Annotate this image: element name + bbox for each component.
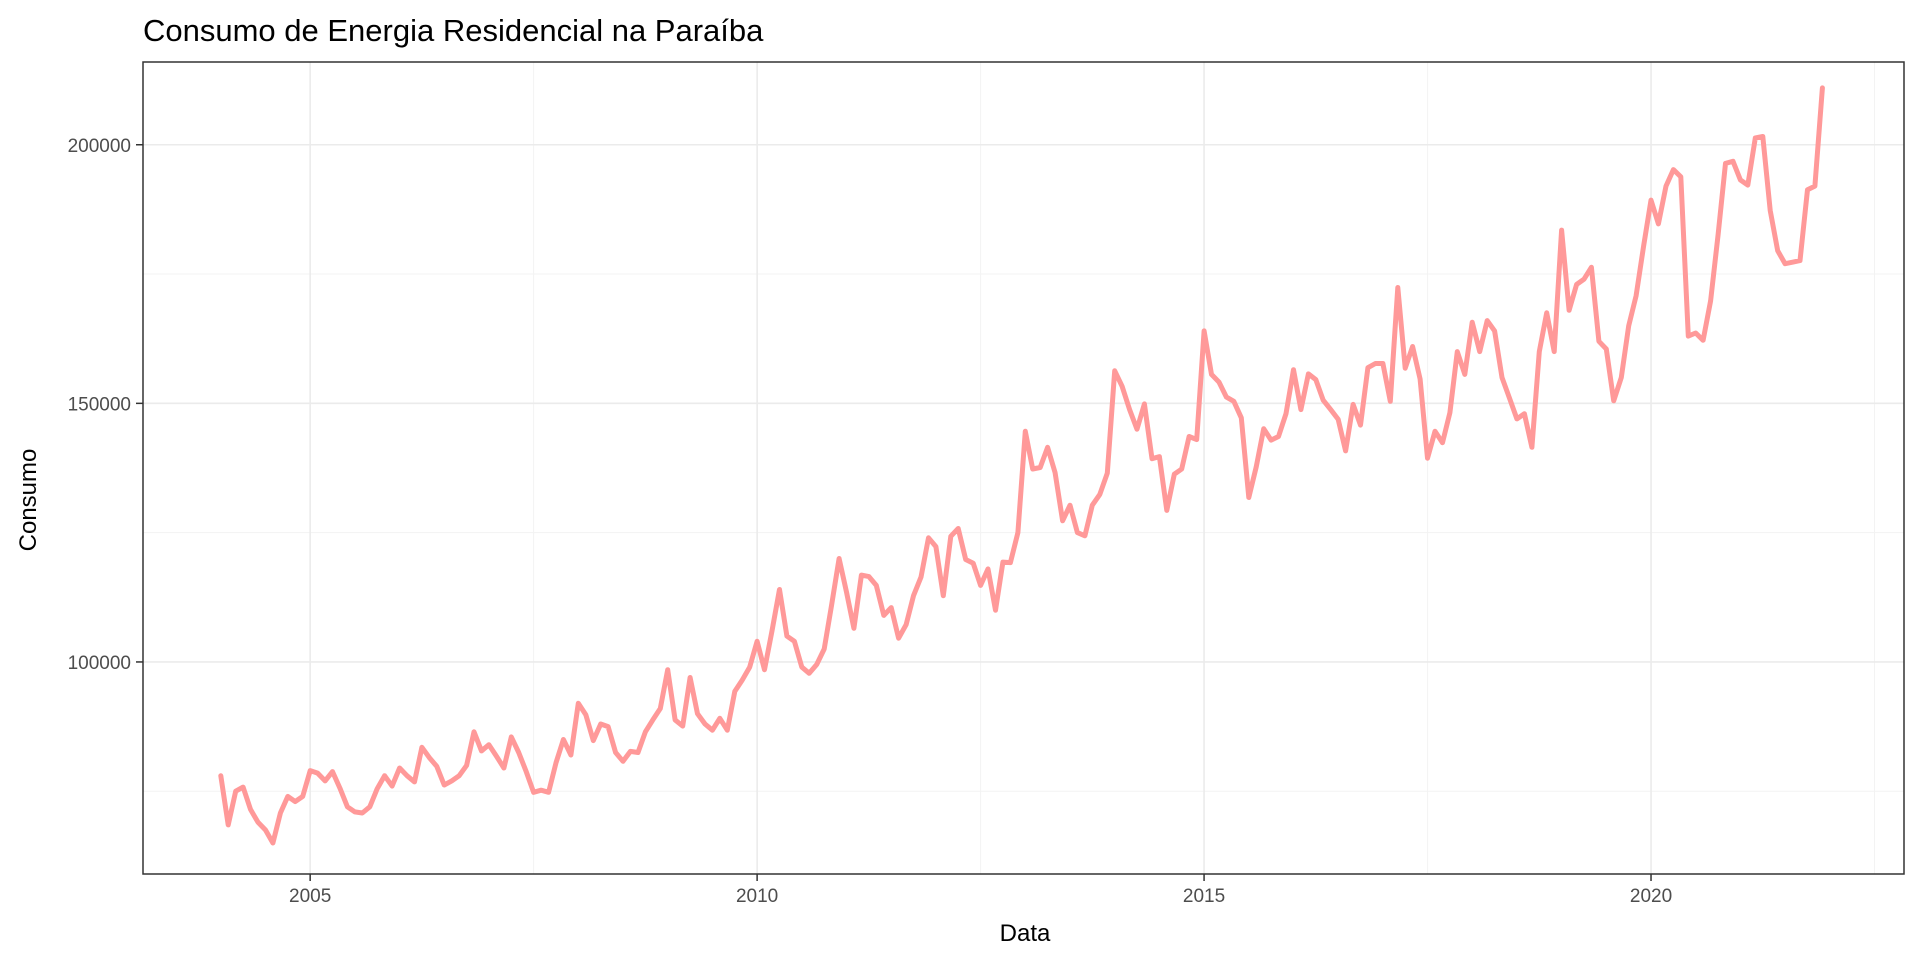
x-axis-title: Data [1000,920,1051,947]
axes: 2005 2010 2015 2020 100000 150000 200000 [68,136,1673,907]
series-line [218,85,1825,846]
grid [143,62,1904,874]
plot-area [218,85,1825,846]
y-tick-label: 150000 [68,394,131,415]
x-tick-label: 2020 [1630,886,1672,907]
y-tick-label: 200000 [68,136,131,157]
y-tick-label: 100000 [68,653,131,674]
x-tick-label: 2010 [736,886,778,907]
panel-border [142,61,1905,875]
y-axis-title: Consumo [15,449,42,552]
x-tick-label: 2005 [289,886,331,907]
chart-title: Consumo de Energia Residencial na Paraíb… [143,13,764,48]
x-tick-label: 2015 [1183,886,1225,907]
